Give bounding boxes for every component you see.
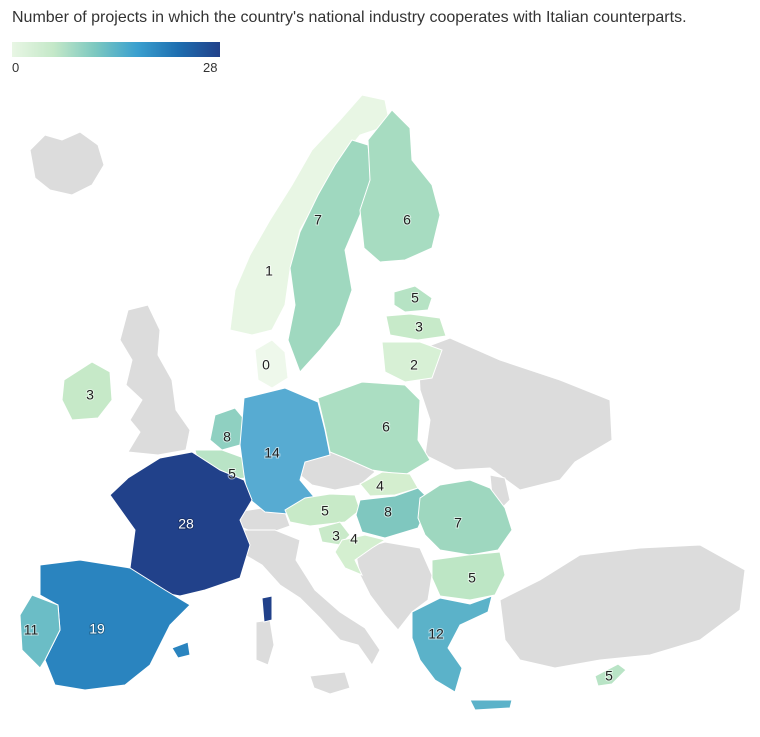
label-poland: 6 [382, 419, 390, 435]
estonia-shape [393, 285, 433, 313]
france-shape [109, 451, 253, 597]
label-norway: 1 [265, 263, 273, 279]
bulgaria-shape [431, 551, 506, 601]
lithuania-shape [381, 341, 443, 383]
label-portugal: 11 [24, 622, 39, 638]
great-britain-shape [119, 304, 191, 456]
latvia-shape [385, 313, 447, 341]
color-scale-legend [12, 42, 220, 57]
label-sweden: 7 [314, 212, 322, 228]
cyprus-shape [594, 663, 627, 687]
sweden-shape [287, 139, 373, 373]
label-france: 28 [178, 516, 194, 532]
label-hungary: 8 [384, 504, 392, 520]
sicily-shape [309, 671, 351, 695]
turkey-shape [499, 544, 746, 669]
label-germany: 14 [264, 445, 280, 461]
legend-min-label: 0 [12, 60, 20, 75]
data-regions [19, 94, 627, 711]
crete-shape [469, 699, 513, 711]
eastern-europe-shape [417, 337, 613, 491]
label-greece: 12 [428, 626, 444, 642]
balearic-shape [171, 641, 191, 659]
label-latvia: 3 [415, 319, 423, 335]
romania-shape [417, 479, 513, 556]
label-finland: 6 [403, 212, 411, 228]
label-bulgaria: 5 [468, 570, 476, 586]
iceland-shape [29, 131, 105, 196]
poland-shape [317, 381, 431, 476]
label-slovenia: 3 [332, 528, 340, 544]
finland-shape [359, 109, 441, 263]
legend-max-label: 28 [203, 60, 218, 75]
denmark-shape [254, 339, 289, 389]
label-romania: 7 [454, 515, 462, 531]
label-denmark: 0 [262, 357, 270, 373]
ireland-shape [61, 361, 113, 421]
germany-shape [239, 387, 331, 516]
label-netherlands: 8 [223, 429, 231, 445]
greece-shape [411, 595, 493, 693]
label-cyprus: 5 [605, 668, 613, 684]
corsica-shape [261, 595, 273, 623]
hungary-shape [355, 487, 431, 539]
label-estonia: 5 [411, 290, 419, 306]
label-croatia: 4 [350, 531, 358, 547]
label-lithuania: 2 [410, 357, 418, 373]
map-title: Number of projects in which the country'… [12, 9, 687, 26]
croatia-shape [334, 534, 387, 576]
value-labels: 1 7 6 5 3 2 0 3 8 5 14 6 4 5 8 3 4 7 5 2… [23, 211, 614, 685]
label-slovakia: 4 [376, 478, 384, 494]
italy-shape [239, 529, 381, 666]
label-spain: 19 [89, 621, 105, 637]
portugal-shape [19, 594, 61, 669]
label-ireland: 3 [86, 387, 94, 403]
sardinia-shape [255, 619, 275, 666]
label-belgium: 5 [228, 466, 236, 482]
label-austria: 5 [321, 503, 329, 519]
